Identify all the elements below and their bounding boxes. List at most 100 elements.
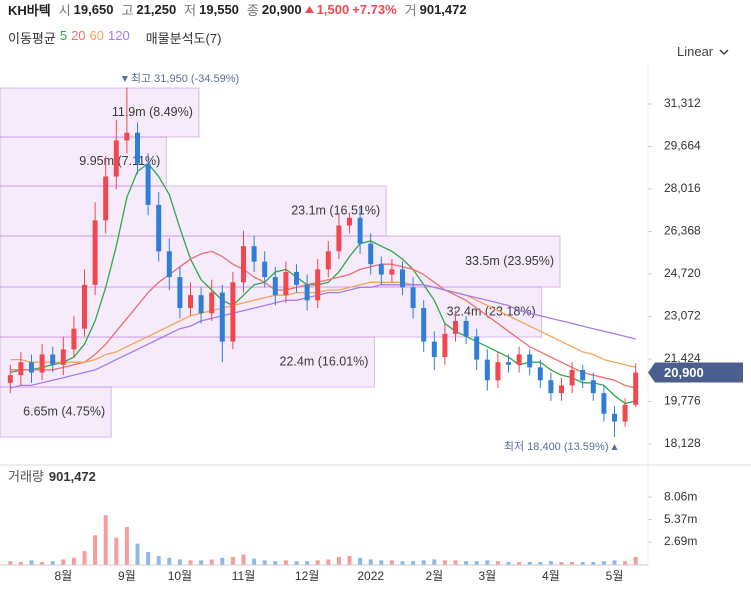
- candle-body: [7, 375, 13, 383]
- ma-legend: 5 20 60 120: [60, 28, 134, 47]
- candle-body: [39, 354, 45, 373]
- y-tick-label: 31,312: [664, 96, 701, 110]
- volume-title-value: 901,472: [49, 469, 96, 484]
- profile-label: 22.4m (16.01%): [280, 354, 369, 368]
- candle-body: [622, 404, 628, 422]
- volume-bar: [453, 560, 458, 565]
- volume-bar: [485, 560, 490, 565]
- candle-body: [548, 380, 554, 394]
- volume-bar: [199, 560, 204, 565]
- volume-bar: [93, 535, 98, 565]
- volume-bar: [8, 561, 13, 565]
- ma-line: [10, 281, 636, 369]
- candle-body: [474, 336, 480, 360]
- high-annotation: 최고 31,950 (-34.59%): [131, 72, 239, 85]
- candle-body: [166, 251, 172, 278]
- candle-body: [612, 413, 617, 422]
- candle-body: [516, 354, 522, 365]
- volume-bar: [124, 526, 129, 565]
- volume-bar: [517, 561, 522, 565]
- x-tick-label: 2월: [425, 569, 443, 583]
- volume-title-label: 거래량: [8, 469, 44, 484]
- ma-line: [10, 162, 636, 405]
- volume-bar: [570, 561, 575, 565]
- volume-bar: [623, 561, 628, 565]
- candle-body: [569, 369, 575, 386]
- volume-bar: [114, 537, 119, 565]
- volume-bar: [336, 556, 341, 565]
- candle-body: [368, 243, 374, 265]
- y-tick-label: 26,368: [664, 224, 701, 238]
- volume-bar: [389, 560, 394, 565]
- volume-bar: [612, 560, 617, 565]
- candle-body: [113, 140, 119, 177]
- change: 1,500: [316, 1, 350, 17]
- candle-body: [537, 367, 543, 381]
- profile-bar: [0, 386, 112, 438]
- candle-body: [357, 217, 363, 244]
- profile-bar: [0, 336, 375, 388]
- candle-body: [315, 269, 321, 301]
- y-tick-label: 21,424: [664, 351, 701, 365]
- low: 19,550: [199, 1, 239, 17]
- x-tick-label: 10월: [168, 569, 192, 583]
- volume-bar: [103, 515, 108, 565]
- candle-body: [400, 269, 405, 288]
- candle-body: [633, 372, 639, 405]
- volume-bar: [315, 560, 320, 565]
- volume-bar: [432, 559, 437, 565]
- open: 19,650: [73, 1, 114, 17]
- candle-body: [29, 362, 34, 373]
- y-tick-label: 28,016: [664, 181, 701, 195]
- volume-bar: [421, 560, 426, 565]
- profile-label: 6.65m (4.75%): [23, 404, 105, 418]
- volume-bar: [411, 561, 416, 565]
- x-tick-label: 12월: [295, 569, 319, 583]
- volume-bar: [633, 556, 638, 565]
- scale-mode: Linear: [677, 44, 714, 59]
- volume-bar: [527, 561, 532, 565]
- candle-body: [527, 354, 533, 368]
- candle-body: [92, 220, 98, 285]
- candle-body: [82, 284, 87, 329]
- volume-bar: [506, 561, 511, 565]
- candle-body: [378, 264, 384, 275]
- candle-body: [198, 295, 204, 314]
- candle-body: [580, 369, 586, 381]
- volume-label: 거: [404, 2, 417, 18]
- candle-body: [325, 251, 331, 270]
- volume-bar: [305, 561, 310, 565]
- volume-bar: [464, 561, 469, 565]
- volume-bar: [241, 554, 246, 565]
- candle-body: [484, 359, 490, 381]
- volume-bar: [177, 559, 182, 565]
- profile-label: 32.4m (23.18%): [447, 304, 536, 318]
- change-pct: +7.73%: [352, 1, 397, 17]
- volume-bar: [82, 551, 87, 565]
- volume: 901,472: [419, 1, 467, 17]
- volume-bar: [252, 558, 257, 565]
- profile-label: 9.95m (7.11%): [79, 154, 160, 168]
- y-tick-label: 18,128: [664, 436, 701, 450]
- candle-body: [50, 354, 56, 365]
- volume-tick-label: 8.06m: [664, 489, 697, 503]
- profile-label: 33.5m (23.95%): [465, 254, 554, 268]
- volume-bar: [326, 559, 331, 565]
- x-tick-label: 4월: [542, 569, 560, 583]
- candle-body: [304, 284, 310, 301]
- x-tick-label: 2022: [357, 569, 384, 583]
- close-label: 종: [246, 2, 259, 18]
- volume-bar: [601, 561, 606, 565]
- candle-body: [431, 341, 437, 358]
- profile-label: 11.9m (8.49%): [112, 105, 193, 119]
- scale-dropdown[interactable]: Linear: [677, 44, 729, 59]
- candle-body: [590, 380, 596, 394]
- volume-bar: [29, 560, 34, 565]
- candle-body: [188, 295, 193, 309]
- candle-body: [251, 246, 257, 262]
- x-tick-label: 9월: [118, 569, 136, 583]
- candle-body: [389, 269, 395, 275]
- low-marker: [611, 444, 618, 450]
- volume-bar: [71, 557, 76, 565]
- volume-bar: [50, 561, 55, 565]
